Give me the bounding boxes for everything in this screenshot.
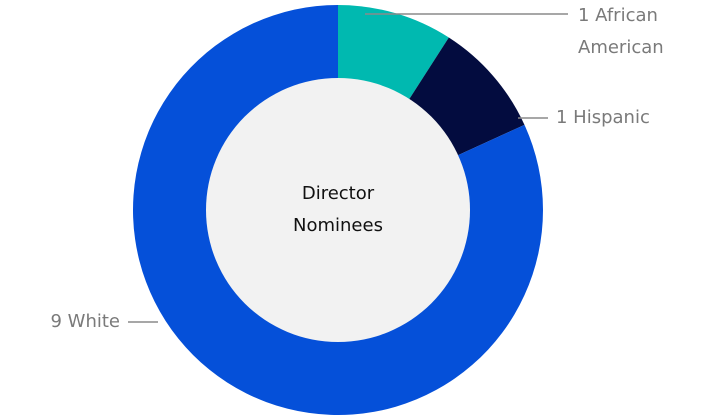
slices: Director Nominees [133, 5, 543, 415]
labels: 1 African American 1 Hispanic 9 White [50, 5, 663, 332]
donut-hole [206, 78, 470, 342]
slice-label: 9 White [50, 311, 120, 332]
slice-label: 1 Hispanic [556, 107, 650, 128]
slice-label: 1 African American [578, 5, 664, 58]
center-label: Director Nominees [293, 183, 383, 236]
